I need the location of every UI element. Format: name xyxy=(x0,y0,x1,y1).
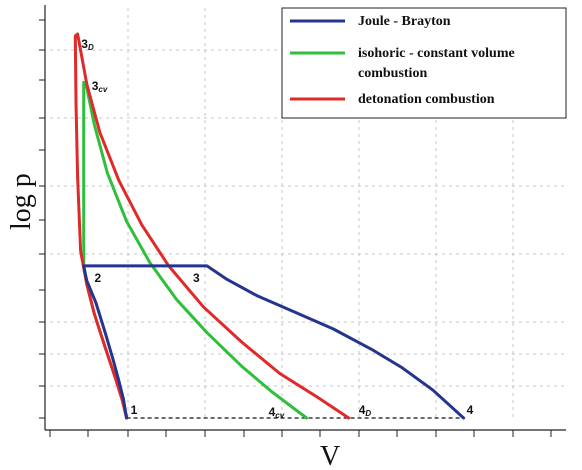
point-label-4d: 4D xyxy=(359,403,372,418)
legend: Joule - Brayton isohoric - constant volu… xyxy=(281,7,567,119)
legend-label-joule: Joule - Brayton xyxy=(358,14,451,29)
y-axis-title: log p xyxy=(6,173,37,230)
point-label-2: 2 xyxy=(94,271,101,285)
point-label-4: 4 xyxy=(467,403,474,417)
series-joule-brayton xyxy=(82,264,466,420)
legend-label-detonation: detonation combustion xyxy=(358,92,495,107)
x-axis-title: V xyxy=(320,441,340,470)
legend-label-isochoric: isohoric - constant volume xyxy=(358,46,515,61)
point-label-3: 3 xyxy=(193,271,200,285)
axes xyxy=(39,5,566,437)
legend-label-isochoric-line2: combustion xyxy=(358,66,427,81)
point-label-3cv: 3cv xyxy=(92,79,108,94)
series-layer xyxy=(73,32,466,420)
point-label-3d: 3D xyxy=(81,37,94,52)
series-detonation xyxy=(73,32,351,420)
point-label-1: 1 xyxy=(131,403,138,417)
